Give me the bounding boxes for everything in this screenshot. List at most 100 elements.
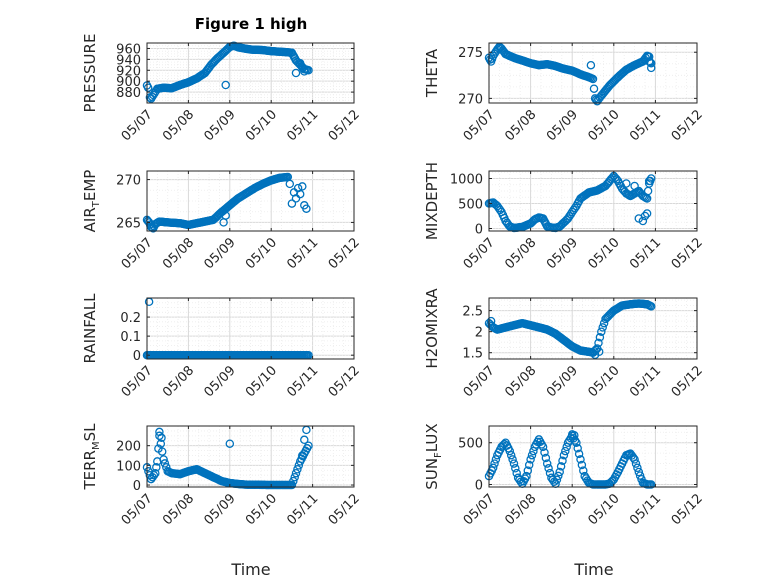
data-point [581, 474, 591, 483]
x-tick-label: 05/10 [586, 363, 623, 400]
data-point [622, 179, 631, 188]
y-axis-label-7: TERRMSL [81, 423, 102, 491]
x-tick-label: 05/07 [461, 235, 498, 272]
x-tick-label: 05/08 [502, 491, 539, 528]
data-point [540, 448, 549, 457]
y-axis-label-2: THETA [423, 48, 441, 98]
x-axis-label-right: Time [573, 560, 613, 579]
data-point [644, 176, 654, 186]
data-point [554, 471, 563, 481]
data-point [302, 204, 311, 213]
grid-2 [488, 43, 698, 103]
subplot-8: 0 500 05/07 05/08 05/09 05/10 05/11 05/12 SUNFLU… [423, 423, 706, 528]
x-tick-label: 05/11 [284, 363, 321, 400]
y-tick-label: 0 [133, 479, 141, 494]
x-tick-label: 05/08 [502, 363, 539, 400]
x-tick-label: 05/08 [160, 363, 197, 400]
x-tick-label: 05/08 [502, 107, 539, 144]
data-point [523, 466, 533, 475]
x-tick-label: 05/09 [202, 491, 239, 528]
data-point [634, 467, 644, 477]
y-tick-label: 0 [475, 223, 483, 238]
data-point [151, 468, 160, 478]
data-point [579, 466, 588, 475]
y-tick-label: 500 [458, 437, 483, 452]
data-point [555, 467, 564, 477]
data-point [509, 459, 519, 468]
data-point [565, 212, 574, 221]
x-tick-label: 05/12 [669, 107, 706, 144]
x-tick-label: 05/11 [627, 363, 664, 400]
x-tick-label: 05/11 [627, 491, 664, 528]
data-point [511, 464, 520, 473]
data-point [646, 302, 656, 311]
subplot-7: 0 100 200 05/07 05/08 05/09 05/10 05/11 05/12 TER… [81, 423, 363, 528]
data-point [225, 439, 235, 448]
x-tick-label: 05/12 [669, 491, 706, 528]
data-point [293, 465, 302, 474]
data-point [646, 59, 656, 68]
data-point [573, 444, 582, 453]
data-point [304, 441, 313, 450]
data-point [221, 80, 230, 90]
data-point [298, 182, 307, 191]
x-tick-label: 05/08 [160, 491, 197, 528]
x-tick-label: 05/10 [243, 235, 280, 272]
data-point [291, 468, 301, 478]
x-tick-label: 05/07 [119, 235, 156, 272]
data-point [542, 459, 552, 468]
data-point [552, 475, 562, 485]
data-point [291, 194, 301, 203]
data-point [491, 455, 501, 464]
data-point [143, 83, 153, 92]
y-axis-label-4: MIXDEPTH [423, 162, 441, 240]
data-point [508, 455, 517, 464]
x-tick-label: 05/12 [326, 235, 363, 272]
data-point [645, 58, 655, 67]
data-point [556, 462, 566, 471]
x-tick-label: 05/12 [669, 363, 706, 400]
data-point [538, 442, 548, 452]
data-point [300, 435, 309, 445]
x-tick-label: 05/11 [627, 107, 664, 144]
x-tick-label: 05/09 [544, 107, 581, 144]
data-point [612, 175, 621, 184]
data-point [490, 49, 499, 59]
x-tick-label: 05/12 [326, 363, 363, 400]
y-tick-label: 270 [458, 92, 483, 107]
figure-title: Figure 1 high [195, 15, 308, 33]
data-point [577, 460, 587, 470]
data-point [162, 463, 171, 472]
data-point [544, 464, 553, 473]
x-tick-label: 05/11 [284, 491, 321, 528]
data-point [566, 209, 576, 219]
y-tick-label: 920 [116, 64, 141, 79]
data-point [598, 323, 607, 332]
data-point [290, 472, 299, 482]
data-point [300, 67, 309, 76]
data-point [630, 181, 639, 191]
data-point [159, 455, 168, 464]
data-point [631, 459, 641, 468]
data-point [287, 480, 297, 490]
data-point [595, 333, 605, 342]
data-point [524, 460, 534, 470]
data-point [488, 463, 498, 473]
y-tick-label: 880 [116, 86, 141, 101]
y-tick-label: 2 [475, 326, 483, 341]
grid-5 [146, 298, 355, 359]
x-tick-label: 05/10 [243, 107, 280, 144]
data-point [488, 51, 498, 61]
y-tick-label: 275 [458, 46, 483, 61]
data-point [287, 199, 297, 208]
y-tick-label: 960 [116, 42, 141, 57]
subplot-3: 265 270 05/07 05/08 05/09 05/10 05/11 05/12 AIRT… [81, 170, 363, 273]
x-tick-label: 05/10 [586, 235, 623, 272]
data-point [606, 478, 616, 487]
y-axis-label-3: AIRTEMP [81, 170, 102, 233]
x-tick-label: 05/10 [586, 107, 623, 144]
y-tick-label: 0 [133, 349, 141, 364]
